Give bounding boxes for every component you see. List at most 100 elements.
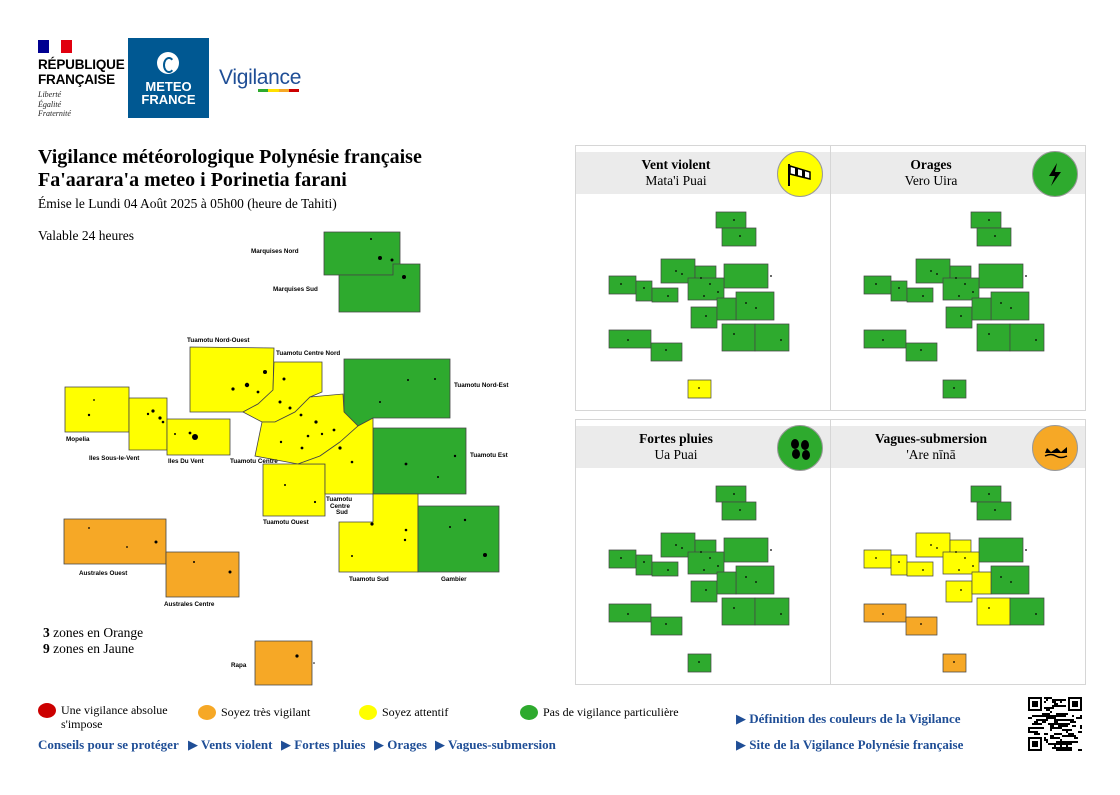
qr-module [1072, 721, 1074, 723]
qr-module [1060, 713, 1062, 715]
qr-module [1052, 725, 1054, 727]
qr-module [1050, 735, 1052, 737]
qr-module [1040, 719, 1042, 721]
qr-module [1070, 721, 1072, 723]
mini-island-dot [681, 547, 683, 549]
qr-module [1038, 715, 1040, 717]
mini-island-dot [988, 607, 990, 609]
mini-island-dot [972, 565, 974, 567]
island-dots [87, 238, 487, 664]
yellow-count: 9 [43, 641, 50, 656]
qr-code-icon[interactable] [1028, 697, 1082, 751]
legend-label: Pas de vigilance particulière [543, 705, 679, 719]
mini-island-dot [958, 295, 960, 297]
qr-module [1060, 749, 1062, 751]
zone-gambier[interactable] [417, 505, 500, 573]
qr-module [1074, 737, 1076, 739]
qr-module [1060, 719, 1062, 721]
mini-zone-tuamotu-est [735, 565, 775, 595]
qr-module [1050, 715, 1052, 717]
zone-iles-sous-le-vent[interactable] [128, 397, 168, 451]
qr-module [1044, 737, 1046, 739]
zone-tuamotu-nord-est[interactable] [343, 358, 451, 427]
qr-module [1060, 727, 1062, 729]
qr-module [1052, 737, 1054, 739]
zone-marquises-sud[interactable] [338, 263, 421, 313]
mini-zone-mopelia [863, 549, 892, 569]
zone-label: Tuamotu Ouest [263, 519, 310, 526]
qr-module [1066, 743, 1068, 745]
qr-module [1066, 741, 1068, 743]
qr-module [1032, 731, 1034, 733]
zone-iles-du-vent[interactable] [166, 418, 231, 456]
zone-tuamotu-centre-sud[interactable] [297, 417, 374, 495]
zone-rapa[interactable] [254, 640, 313, 686]
mini-island-dot [739, 509, 741, 511]
mini-island-dot [709, 557, 711, 559]
motto-line: Égalité [38, 99, 62, 109]
qr-module [1068, 735, 1070, 737]
qr-module [1064, 729, 1066, 731]
zone-mopelia[interactable] [64, 386, 130, 433]
mini-island-dot [1035, 339, 1037, 341]
zone-label: Australes Centre [164, 601, 215, 608]
zone-label: Tuamotu Centre Nord [276, 350, 340, 357]
zone-australes-centre[interactable] [165, 551, 240, 598]
republique-francaise-logo: RÉPUBLIQUE FRANÇAISE [38, 57, 125, 87]
qr-module [1072, 715, 1074, 717]
qr-module [1056, 699, 1058, 701]
mini-island-dot [620, 283, 622, 285]
mini-zone-tuamotu-centre-sud [716, 571, 737, 595]
mini-island-dot [703, 569, 705, 571]
mini-zone-australes-centre [905, 616, 938, 636]
mini-zone-tuamotu-centre-sud [971, 297, 992, 321]
panel-vent-violent[interactable]: Vent violent Mata'i Puai [575, 145, 831, 411]
mini-island-dot [698, 661, 700, 663]
qr-module [1068, 729, 1070, 731]
mini-zone-marquises-sud [721, 227, 757, 247]
mini-zone-rapa [687, 379, 712, 399]
panel-vagues-submersion[interactable]: Vagues-submersion 'Are nīnā [830, 419, 1086, 685]
qr-module [1068, 723, 1070, 725]
mini-island-dot [675, 544, 677, 546]
zone-tuamotu-ouest[interactable] [262, 463, 326, 517]
zone-marquises-nord[interactable] [323, 231, 401, 276]
yellow-count-text: zones en Jaune [53, 641, 135, 656]
panel-orages[interactable]: Orages Vero Uira [830, 145, 1086, 411]
qr-module [1054, 715, 1056, 717]
qr-module [1044, 733, 1046, 735]
qr-module [1042, 721, 1044, 723]
mini-island-dot [770, 549, 772, 551]
link-orages[interactable]: ▶ Orages [374, 737, 427, 752]
qr-module [1064, 741, 1066, 743]
qr-module [1070, 733, 1072, 735]
qr-module [1032, 701, 1038, 707]
zone-tuamotu-centre[interactable] [254, 393, 359, 465]
mini-island-dot [620, 557, 622, 559]
link-vents-violent[interactable]: ▶ Vents violent [188, 737, 273, 752]
qr-module [1064, 725, 1066, 727]
qr-module [1074, 735, 1076, 737]
mini-zone-tuamotu-sud [721, 597, 756, 626]
zone-tuamotu-est[interactable] [372, 427, 467, 495]
zone-tuamotu-sud[interactable] [338, 493, 419, 573]
lightning-icon [1032, 151, 1078, 197]
mini-zone-mopelia [608, 275, 637, 295]
mini-island-dot [643, 561, 645, 563]
link-site-vigilance[interactable]: ▶ Site de la Vigilance Polynésie françai… [736, 737, 964, 752]
mini-zone-iles-sous-le-vent [635, 554, 653, 576]
link-vagues-submersion[interactable]: ▶ Vagues-submersion [435, 737, 556, 752]
qr-module [1044, 739, 1046, 741]
panel-fortes-pluies[interactable]: Fortes pluies Ua Puai [575, 419, 831, 685]
zone-australes-ouest[interactable] [63, 518, 167, 565]
qr-module [1046, 707, 1048, 709]
qr-module [1078, 731, 1080, 733]
zone-label: Iles Sous-le-Vent [89, 455, 140, 462]
mini-island-dot [1025, 549, 1027, 551]
link-definition-couleurs[interactable]: ▶ Définition des couleurs de la Vigilanc… [736, 711, 961, 726]
mini-island-dot [922, 295, 924, 297]
qr-module [1080, 715, 1082, 717]
link-fortes-pluies[interactable]: ▶ Fortes pluies [281, 737, 366, 752]
mini-zone-tuamotu-centre [687, 551, 725, 575]
qr-module [1046, 717, 1048, 719]
